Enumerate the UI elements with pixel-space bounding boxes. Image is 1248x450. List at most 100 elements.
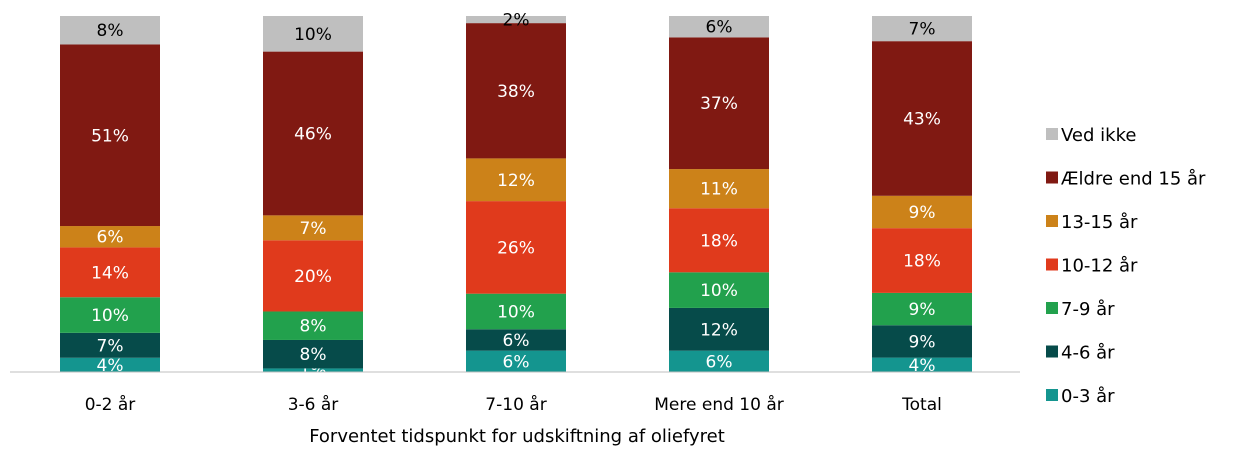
legend-label: Ved ikke xyxy=(1061,125,1136,146)
bar-segment xyxy=(263,311,363,340)
x-axis-title: Forventet tidspunkt for udskiftning af o… xyxy=(309,426,725,446)
bar-segment xyxy=(872,357,972,372)
data-label: 18% xyxy=(700,231,738,251)
data-label: 8% xyxy=(300,345,327,365)
bar-stack: 4% 9% 9% 18% 9% 43% 7% xyxy=(872,16,972,376)
bar-segment xyxy=(263,215,363,241)
legend-entry: Ved ikke xyxy=(1046,125,1136,146)
data-label: 12% xyxy=(700,320,738,340)
bar-segment xyxy=(263,240,363,312)
category-tick-label: 0-2 år xyxy=(85,394,136,415)
bar-segment xyxy=(466,201,566,294)
legend-label: 13-15 år xyxy=(1061,212,1138,233)
bar-stack: 6% 12% 10% 18% 11% 37% 6% xyxy=(669,16,769,372)
bar-segment xyxy=(60,44,160,227)
bar-segment xyxy=(669,37,769,170)
bar-segment xyxy=(263,339,363,369)
legend-swatch xyxy=(1046,302,1058,314)
data-label: 9% xyxy=(909,332,936,352)
legend-entry: 7-9 år xyxy=(1046,299,1115,320)
data-label: 6% xyxy=(706,352,733,372)
bar-segment xyxy=(466,158,566,202)
bar-segment xyxy=(669,16,769,38)
category-labels: 0-2 år 3-6 år 7-10 år Mere end 10 år Total xyxy=(85,394,942,415)
data-label: 7% xyxy=(97,336,124,356)
bar-segment xyxy=(263,368,363,372)
legend-entry: Ældre end 15 år xyxy=(1046,169,1206,190)
bar-segment xyxy=(872,16,972,42)
bar-segment xyxy=(669,350,769,372)
data-label: 10% xyxy=(294,25,332,45)
category-tick-label: Total xyxy=(901,395,942,415)
data-label: 37% xyxy=(700,94,738,114)
bar-segment xyxy=(60,226,160,248)
bar-segment xyxy=(60,357,160,372)
legend: Ved ikke Ældre end 15 år 13-15 år 10-12 år 7… xyxy=(1046,125,1206,407)
data-label: 10% xyxy=(497,302,535,322)
legend-entry: 0-3 år xyxy=(1046,386,1115,407)
bar-segment xyxy=(466,329,566,351)
legend-swatch xyxy=(1046,345,1058,358)
legend-label: 7-9 år xyxy=(1061,299,1115,320)
data-label: 11% xyxy=(700,180,738,200)
legend-swatch xyxy=(1046,389,1058,401)
category-tick-label: 3-6 år xyxy=(288,394,339,415)
data-label: 4% xyxy=(909,356,936,376)
bar-segment xyxy=(263,51,363,216)
bar-segment xyxy=(669,272,769,308)
bar-segment xyxy=(872,325,972,358)
data-label: 8% xyxy=(300,317,327,337)
data-label: 9% xyxy=(909,300,936,320)
data-label: 38% xyxy=(497,82,535,102)
data-label: 20% xyxy=(294,267,332,287)
bar-stack: 4%7% 10% 14% 6% 51% 8% xyxy=(60,16,160,376)
category-tick-label: 7-10 år xyxy=(485,394,546,415)
data-label: 18% xyxy=(903,252,941,272)
data-label: 7% xyxy=(909,20,936,40)
bar-segment xyxy=(60,332,160,358)
bar-segment xyxy=(872,228,972,293)
data-label: 14% xyxy=(91,263,129,283)
bar-segment xyxy=(669,307,769,351)
bar-segment xyxy=(872,41,972,196)
bar-segment xyxy=(60,297,160,333)
legend-swatch xyxy=(1046,258,1058,271)
data-label: 6% xyxy=(97,228,124,248)
data-label: 9% xyxy=(909,203,936,223)
data-label: 26% xyxy=(497,238,535,258)
legend-label: 10-12 år xyxy=(1061,256,1138,277)
data-label: 7% xyxy=(300,219,327,239)
bar-stack: 1%8%8%20%7%46%10% xyxy=(263,16,363,381)
bars: 4%7%10%14%6%51%8%1%8%8%20%7%46%10%6%6%10… xyxy=(60,11,972,381)
legend-entry: 10-12 år xyxy=(1046,256,1138,277)
bar-segment xyxy=(669,208,769,273)
data-label: 10% xyxy=(91,306,129,326)
data-label: 6% xyxy=(706,18,733,38)
data-label: 4% xyxy=(97,356,124,376)
legend-swatch xyxy=(1046,171,1058,184)
data-label: 51% xyxy=(91,126,129,146)
data-label: 46% xyxy=(294,124,332,144)
legend-label: Ældre end 15 år xyxy=(1061,169,1206,190)
bar-segment xyxy=(263,16,363,52)
bar-segment xyxy=(60,247,160,298)
legend-label: 4-6 år xyxy=(1061,343,1115,364)
legend-label: 0-3 år xyxy=(1061,386,1115,407)
bar-stack: 6%6% 10% 26% 12% 38% 2% xyxy=(466,11,566,372)
bar-segment xyxy=(872,195,972,229)
bar-segment xyxy=(669,169,769,209)
data-label: 6% xyxy=(503,352,530,372)
category-tick-label: Mere end 10 år xyxy=(654,394,783,415)
data-label: 12% xyxy=(497,171,535,191)
legend-entry: 4-6 år xyxy=(1046,343,1115,364)
bar-segment xyxy=(60,16,160,45)
data-label: 8% xyxy=(97,21,124,41)
bar-segment xyxy=(872,292,972,326)
data-label: 6% xyxy=(503,331,530,351)
data-label: 43% xyxy=(903,109,941,129)
bar-segment xyxy=(466,16,566,24)
bar-segment xyxy=(466,293,566,330)
bar-segment xyxy=(466,350,566,372)
